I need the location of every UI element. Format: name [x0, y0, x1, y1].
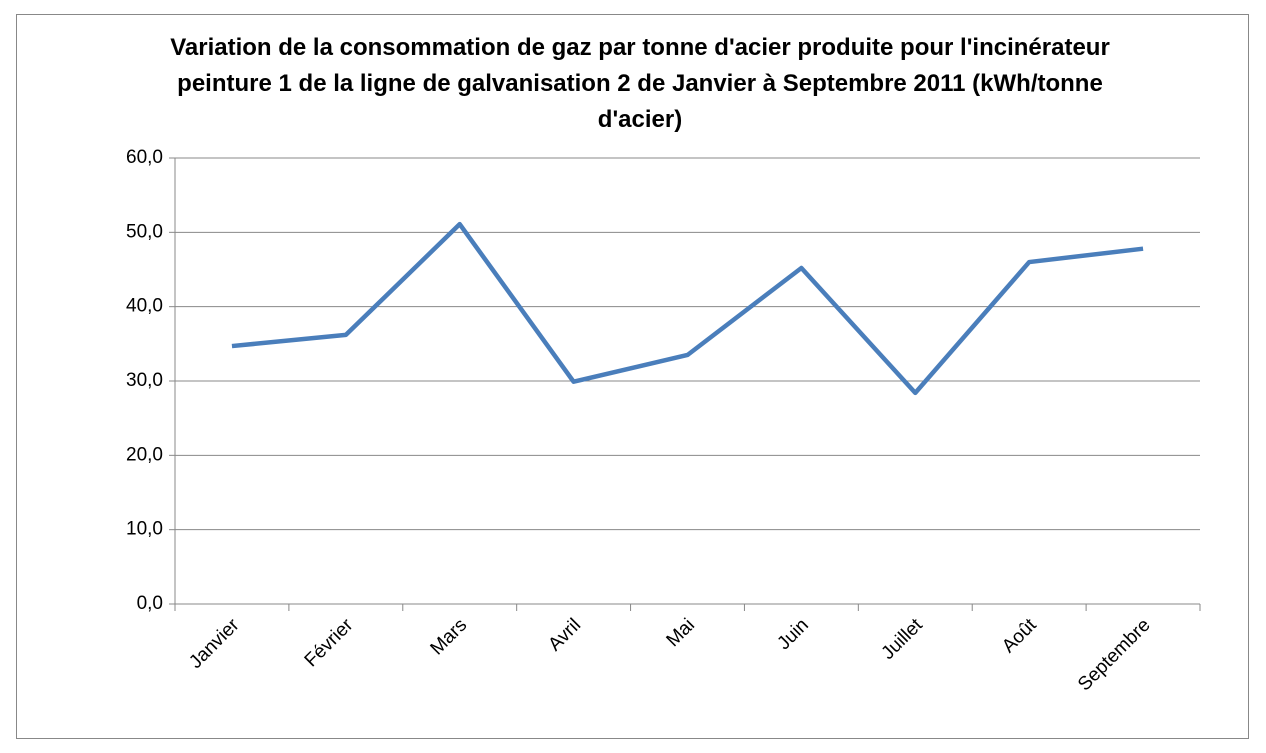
y-tick-label: 0,0	[137, 593, 163, 614]
x-tick-label: Juillet	[878, 614, 928, 664]
data-line	[231, 221, 1144, 396]
y-tick-label: 10,0	[126, 519, 163, 540]
y-tick-label: 20,0	[126, 444, 163, 465]
x-tick-label: Juin	[773, 615, 812, 654]
x-tick-label: Avril	[544, 615, 585, 656]
x-tick-label: Septembre	[1074, 615, 1155, 696]
chart-frame	[16, 14, 1249, 739]
x-tick-label: Août	[998, 614, 1041, 657]
y-tick-label: 40,0	[126, 296, 163, 317]
x-tick-label: Janvier	[185, 614, 244, 673]
chart-title: Variation de la consommation de gaz par …	[170, 34, 1110, 133]
x-tick-label: Février	[301, 614, 358, 671]
y-tick-label: 50,0	[126, 221, 163, 242]
x-tick-label: Mars	[427, 615, 472, 660]
y-tick-label: 60,0	[126, 147, 163, 168]
x-tick-label: Mai	[663, 615, 700, 652]
y-tick-label: 30,0	[126, 370, 163, 391]
